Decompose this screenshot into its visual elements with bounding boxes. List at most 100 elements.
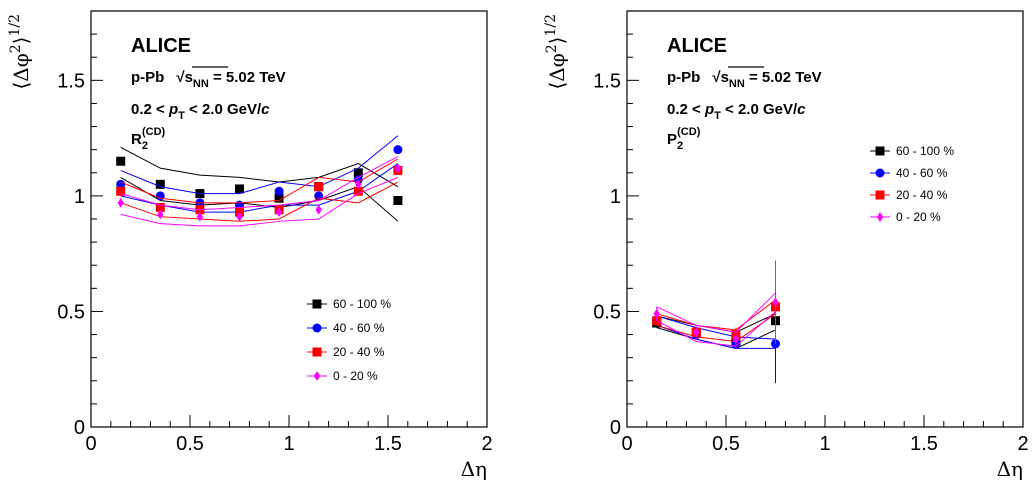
y-axis-label-part: ⟩ (545, 37, 569, 45)
pt-label-part: T (178, 110, 185, 122)
data-point (394, 163, 402, 174)
series-band-upper (656, 299, 776, 331)
pt-range-label: 0.2 < pT < 2.0 GeV/c (667, 101, 806, 122)
energy-label-part: = 5.02 TeV (209, 69, 286, 86)
experiment-label: ALICE (131, 35, 191, 57)
observable-label-part: 2 (677, 140, 683, 152)
legend-marker (875, 190, 885, 200)
series-band-upper (656, 315, 776, 340)
data-point (353, 186, 363, 196)
series-band-upper (120, 156, 399, 211)
legend-label: 40 - 60 % (896, 166, 948, 180)
legend-label: 60 - 100 % (333, 297, 391, 311)
series-band-upper (656, 292, 776, 333)
data-point (353, 168, 363, 178)
y-tick-label: 1 (610, 186, 621, 208)
y-axis-label-part: ⟨ (545, 82, 569, 90)
data-point (275, 207, 283, 218)
observable-label-part: 2 (142, 140, 148, 152)
energy-label-part: s (185, 69, 193, 86)
y-tick-label: 0.5 (57, 301, 85, 323)
data-point (155, 202, 165, 212)
series-4 (653, 260, 779, 349)
x-tick-label: 1 (819, 433, 830, 455)
x-tick-label: 0.5 (176, 433, 204, 455)
y-axis-label-part: Δφ (545, 53, 569, 81)
data-point (653, 308, 660, 319)
legend: 60 - 100 % 40 - 60 % 20 - 40 % 0 - 20 % (307, 297, 391, 383)
series-band-lower (120, 176, 399, 227)
pt-label-part: < 2.0 GeV/ (185, 101, 262, 118)
series-band-upper (656, 313, 776, 333)
y-tick-label: 0 (610, 417, 621, 439)
x-tick-label: 0.5 (712, 433, 740, 455)
legend-marker (312, 323, 322, 333)
data-point (274, 193, 284, 203)
data-point (274, 186, 284, 196)
pt-label-part: 0.2 < (131, 101, 169, 118)
y-tick-label: 1 (74, 186, 85, 208)
x-tick-label: 2 (481, 433, 492, 455)
observable-label-part: P (667, 131, 677, 148)
energy-label-part: √ (176, 69, 185, 86)
energy-label-part: NN (193, 78, 209, 90)
series-4 (117, 156, 402, 227)
energy-label-part: s (721, 69, 729, 86)
series-band-lower (120, 176, 399, 222)
data-point (157, 209, 164, 220)
x-tick-label: 2 (1017, 433, 1028, 455)
legend-marker (312, 299, 322, 309)
x-axis-label: Δη (461, 457, 487, 481)
observable-label: R2 (CD) (131, 126, 166, 152)
data-point (116, 156, 126, 166)
y-axis-label-part: ⟨ (9, 82, 33, 90)
x-axis-label: Δη (997, 457, 1023, 481)
collision-label: p-Pb √sNN = 5.02 TeV (667, 69, 822, 90)
legend-label: 60 - 100 % (896, 144, 954, 158)
series-band-lower (656, 311, 776, 347)
experiment-label: ALICE (667, 35, 727, 57)
legend-marker (312, 347, 322, 357)
y-tick-label: 1.5 (57, 70, 85, 92)
data-point (155, 179, 165, 189)
series-band-lower (120, 181, 399, 222)
data-point (236, 211, 243, 222)
energy-label-part: = 5.02 TeV (745, 69, 822, 86)
y-axis-label-part: 1/2 (543, 14, 559, 37)
data-point (116, 186, 126, 196)
x-tick-label: 1.5 (910, 433, 938, 455)
observable-label-part: (CD) (142, 126, 166, 138)
x-tick-label: 1 (283, 433, 294, 455)
data-point (355, 179, 362, 190)
legend: 60 - 100 % 40 - 60 % 20 - 40 % 0 - 20 % (870, 144, 954, 224)
legend-label: 20 - 40 % (896, 188, 948, 202)
energy-label-part: √ (712, 69, 721, 86)
legend-marker (875, 146, 885, 156)
x-tick-label: 0 (85, 433, 96, 455)
system-label: p-Pb (667, 69, 700, 86)
legend-label: 40 - 60 % (333, 321, 385, 335)
x-tick-label: 1.5 (374, 433, 402, 455)
pt-label-part: p (704, 101, 714, 118)
legend-marker (875, 168, 885, 178)
pt-label-part: 0.2 < (667, 101, 705, 118)
data-point (393, 196, 403, 206)
data-point (116, 179, 126, 189)
legend-label: 20 - 40 % (333, 345, 385, 359)
legend-marker (313, 371, 321, 381)
data-point (772, 297, 779, 308)
y-tick-label: 0 (74, 417, 85, 439)
y-axis-label-part: 2 (544, 44, 560, 53)
y-tick-label: 0.5 (593, 301, 621, 323)
legend-label: 0 - 20 % (896, 210, 941, 224)
data-point (693, 327, 700, 338)
pt-label-part: < 2.0 GeV/ (721, 101, 798, 118)
y-axis-label-part: 1/2 (7, 14, 23, 37)
legend-label: 0 - 20 % (333, 369, 378, 383)
y-axis-label-part: ⟩ (9, 37, 33, 45)
series-band-upper (120, 135, 399, 195)
observable-label-part: (CD) (677, 126, 701, 138)
